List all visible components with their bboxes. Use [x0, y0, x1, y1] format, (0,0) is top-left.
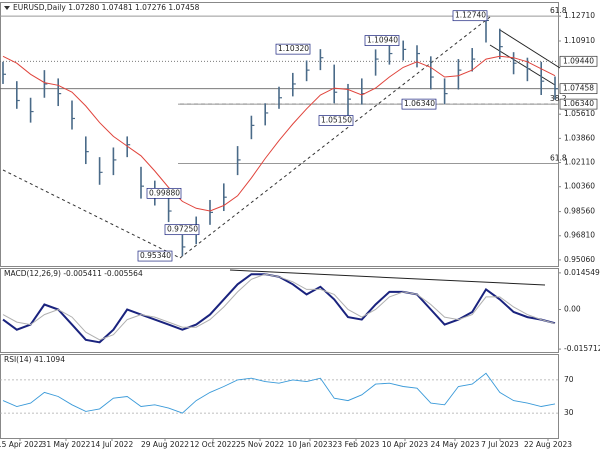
y-tick-label: 0.96810	[564, 231, 595, 240]
channel-line	[489, 44, 556, 86]
y-tick-label: 1.10910	[564, 36, 595, 45]
level-label: 1.09440	[563, 56, 594, 65]
price-annotation-box	[364, 35, 400, 46]
price-annotation: 1.10940	[367, 36, 398, 45]
x-tick-label: 10 Apr 2023	[382, 440, 429, 449]
x-tick-label: 22 Aug 2023	[524, 440, 572, 449]
y-tick-label: 1.03860	[564, 133, 595, 142]
x-tick-label: 7 Jul 2023	[481, 440, 519, 449]
y-tick-label: 1.00360	[564, 182, 595, 191]
y-tick-label: 30	[564, 408, 574, 417]
main-panel	[0, 2, 559, 267]
y-tick-label: 1.05610	[564, 109, 595, 118]
price-annotation: 1.10320	[278, 44, 309, 53]
level-label: 1.07458	[563, 84, 594, 93]
rsi-title: RSI(14) 41.1094	[4, 355, 65, 364]
price-annotation-box	[137, 250, 173, 262]
menu-arrow	[4, 6, 10, 10]
channel-line	[499, 29, 561, 69]
y-tick-label: -0.015712	[564, 344, 600, 353]
level-box	[559, 83, 598, 95]
x-tick-label: 29 Aug 2022	[141, 440, 189, 449]
y-tick-label: 0.95060	[564, 255, 595, 264]
price-annotation-box	[164, 224, 200, 236]
x-tick-label: 14 Jul 2022	[91, 440, 134, 449]
price-annotation: 1.05150	[321, 116, 352, 125]
macd-panel	[0, 268, 559, 353]
price-annotation: 1.12740	[455, 11, 486, 20]
fib-label: 61.8	[550, 153, 567, 162]
trendline	[2, 169, 181, 259]
price-annotation: 0.95340	[140, 251, 171, 260]
x-tick-label: 24 May 2023	[431, 440, 480, 449]
macd-title: MACD(12,26,9) -0.005411 -0.005564	[4, 269, 143, 278]
price-annotation-box	[452, 10, 488, 22]
level-box	[559, 98, 598, 110]
y-tick-label: 0.014549	[564, 268, 600, 277]
fib-label: 38.2	[550, 94, 567, 103]
x-tick-label: 25 Nov 2022	[236, 440, 284, 449]
level-label: 1.06340	[563, 99, 594, 108]
y-tick-label: 0.98560	[564, 207, 595, 216]
x-tick-label: 15 Apr 2022	[0, 440, 43, 449]
price-annotation: 0.97250	[167, 225, 198, 234]
rsi-panel	[0, 354, 559, 439]
price-annotation-box	[401, 98, 437, 110]
moving-average	[2, 55, 556, 212]
trendline	[179, 16, 491, 259]
x-tick-label: 12 Oct 2022	[190, 440, 237, 449]
level-box	[559, 55, 598, 67]
fib-label: 61.8	[550, 6, 567, 15]
x-tick-label: 10 Jan 2023	[288, 440, 333, 449]
y-tick-label: 1.02110	[564, 158, 595, 167]
y-tick-label: 1.12710	[564, 11, 595, 20]
price-annotation-box	[318, 115, 354, 126]
price-annotation-box	[275, 43, 311, 55]
rsi-line	[2, 372, 556, 414]
chart-title: EURUSD,Daily 1.07280 1.07481 1.07276 1.0…	[13, 3, 200, 12]
macd-trendline	[229, 269, 546, 286]
price-annotation: 0.99880	[149, 188, 180, 197]
price-annotation-box	[146, 187, 182, 199]
x-tick-label: 23 Feb 2023	[333, 440, 380, 449]
macd-line	[2, 273, 556, 341]
y-tick-label: 0.00	[564, 305, 581, 314]
y-tick-label: 70	[564, 375, 574, 384]
price-annotation: 1.06340	[404, 99, 435, 108]
x-tick-label: 31 May 2022	[42, 440, 91, 449]
